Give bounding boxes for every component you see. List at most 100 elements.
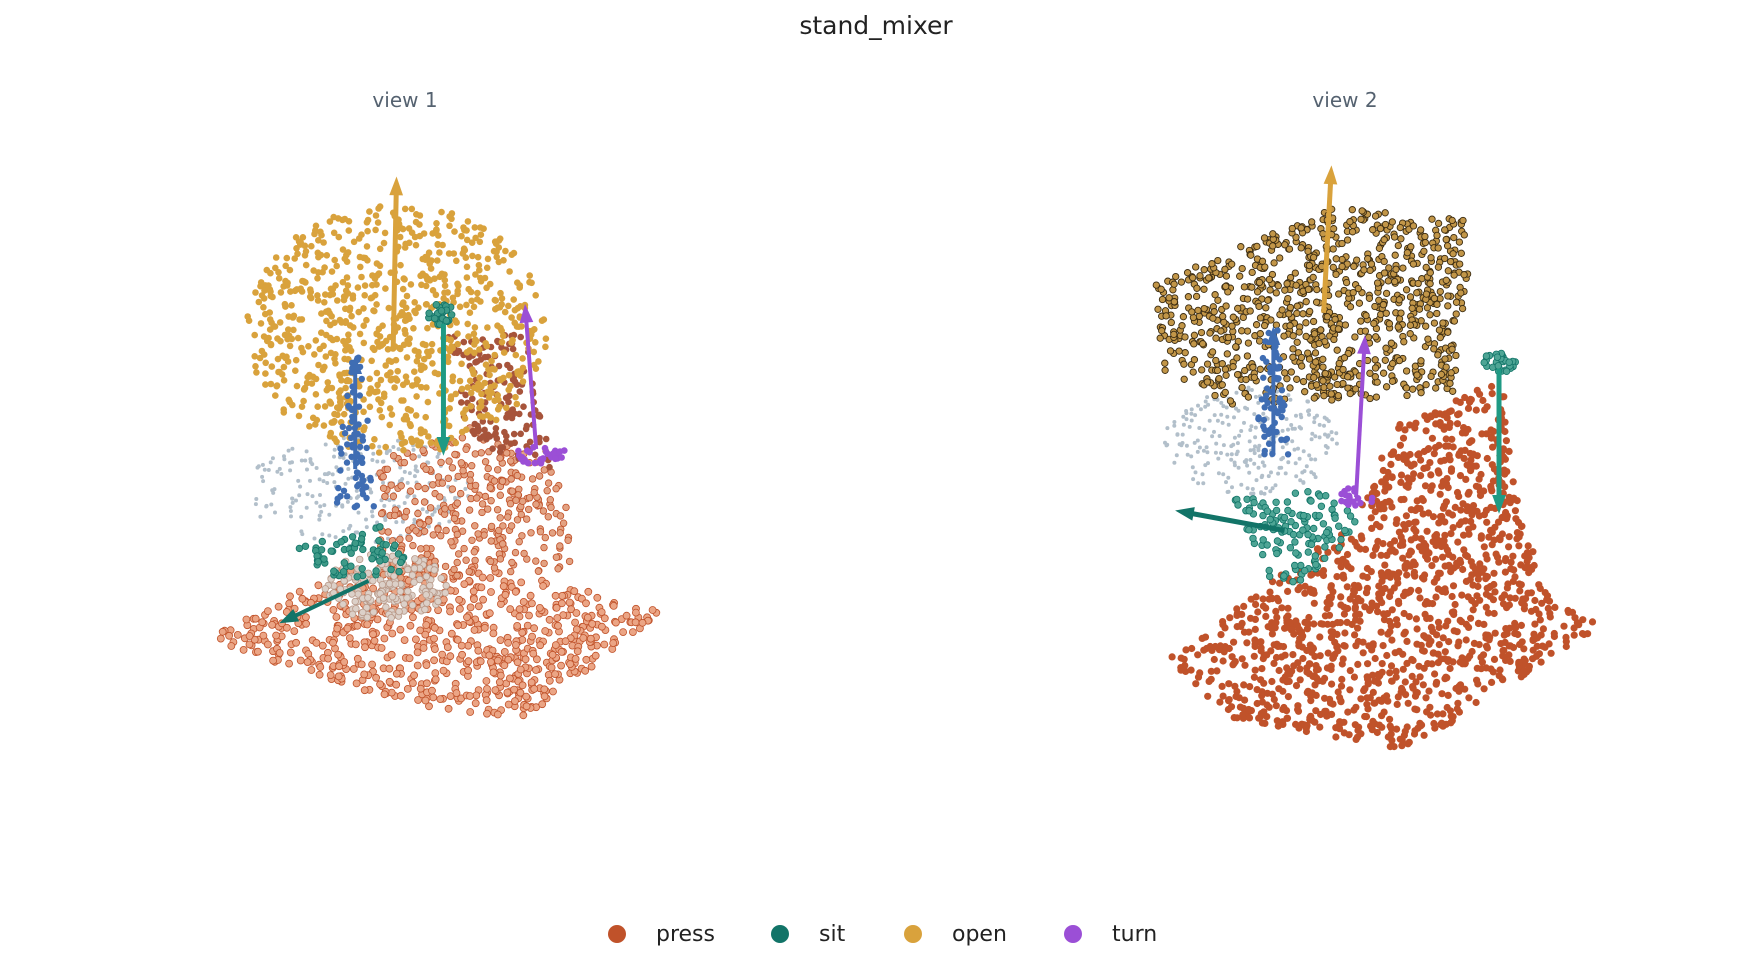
point — [410, 578, 418, 586]
point — [1369, 640, 1377, 648]
point — [1518, 522, 1526, 530]
point — [1483, 573, 1491, 581]
point — [1221, 365, 1230, 373]
point — [1324, 548, 1332, 556]
point — [535, 604, 544, 612]
point — [282, 454, 286, 459]
point — [1501, 638, 1509, 647]
point — [432, 301, 440, 309]
point — [372, 226, 379, 234]
point — [1399, 434, 1408, 442]
point — [363, 219, 371, 226]
point — [521, 655, 530, 664]
point — [299, 348, 307, 356]
point — [438, 650, 447, 659]
point — [1333, 346, 1341, 354]
point — [1420, 539, 1428, 547]
point — [1501, 427, 1509, 436]
point — [324, 379, 332, 386]
point — [1294, 413, 1298, 418]
point — [1221, 472, 1226, 477]
point — [412, 412, 420, 419]
point — [1392, 667, 1400, 676]
point — [375, 205, 382, 212]
point — [1272, 321, 1281, 329]
point — [1506, 657, 1514, 666]
point — [1284, 693, 1292, 701]
point — [346, 307, 354, 314]
point — [308, 478, 312, 483]
point — [396, 233, 404, 241]
point — [1374, 670, 1382, 679]
point — [370, 514, 375, 519]
point — [314, 500, 319, 505]
point — [1482, 603, 1490, 611]
point — [280, 363, 288, 371]
point — [472, 271, 479, 278]
point — [1263, 701, 1271, 709]
point — [315, 361, 322, 369]
point — [1490, 536, 1498, 544]
point — [321, 403, 329, 410]
point — [1434, 219, 1443, 228]
point — [1415, 450, 1423, 458]
point — [384, 346, 392, 353]
point — [514, 304, 522, 312]
point — [503, 404, 510, 412]
point — [1393, 725, 1401, 733]
point — [400, 477, 405, 481]
point — [1354, 594, 1362, 603]
point — [1378, 697, 1386, 705]
point — [1338, 239, 1346, 248]
point — [1394, 693, 1402, 701]
point — [1335, 290, 1343, 298]
point — [1188, 644, 1196, 653]
point — [1446, 456, 1454, 464]
point — [1550, 632, 1558, 641]
point — [312, 639, 321, 647]
point — [1359, 638, 1367, 646]
point — [1249, 388, 1254, 392]
point — [334, 465, 339, 470]
point — [394, 367, 402, 375]
point — [334, 215, 342, 222]
point — [320, 555, 328, 563]
point — [450, 565, 458, 574]
point — [1301, 388, 1309, 396]
point — [506, 268, 513, 275]
point — [1386, 743, 1394, 751]
point — [1394, 453, 1402, 461]
point — [1458, 429, 1466, 437]
point — [1332, 270, 1340, 279]
point — [391, 384, 398, 391]
point — [337, 467, 344, 474]
point — [534, 567, 543, 575]
point — [1434, 618, 1443, 626]
point — [552, 553, 561, 561]
point — [1372, 543, 1380, 551]
point — [447, 336, 455, 344]
point — [519, 355, 526, 362]
point — [329, 290, 337, 298]
point — [305, 492, 310, 497]
point — [486, 280, 494, 288]
point — [1430, 319, 1439, 327]
point — [447, 434, 455, 442]
point — [1370, 699, 1378, 707]
point — [1259, 490, 1264, 495]
point — [348, 453, 355, 460]
point — [1353, 542, 1361, 550]
point — [1309, 470, 1314, 475]
point — [529, 649, 538, 658]
point — [397, 430, 404, 437]
point — [1278, 306, 1286, 314]
point — [512, 393, 519, 401]
point — [1459, 216, 1467, 225]
point — [1505, 651, 1513, 659]
point — [262, 359, 270, 367]
point — [471, 450, 479, 458]
point — [492, 416, 500, 424]
point — [297, 493, 302, 498]
point — [1257, 638, 1265, 646]
point — [423, 384, 430, 391]
